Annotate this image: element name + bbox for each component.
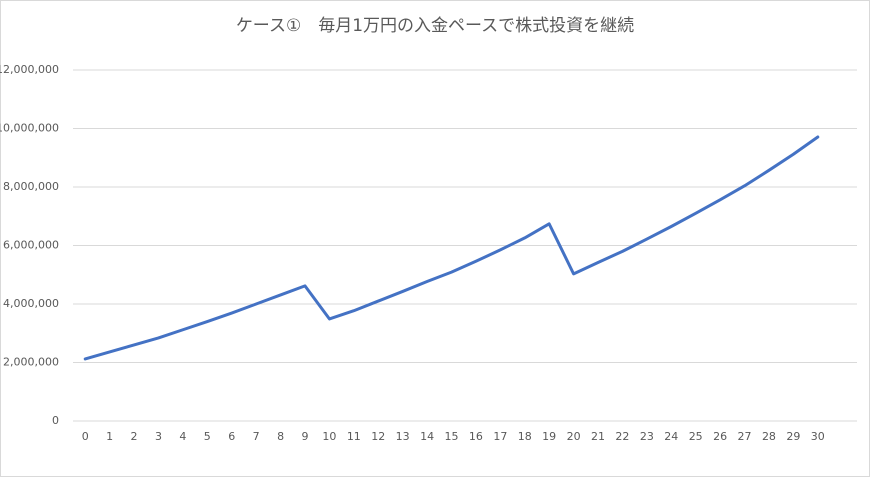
x-tick-label: 21 [591, 430, 605, 443]
y-tick-label: 10,000,000 [0, 122, 59, 135]
x-tick-label: 19 [542, 430, 556, 443]
x-tick-label: 14 [420, 430, 434, 443]
chart-title: ケース① 毎月1万円の入金ペースで株式投資を継続 [236, 16, 634, 36]
y-tick-label: 2,000,000 [3, 356, 59, 369]
x-tick-label: 20 [567, 430, 581, 443]
x-tick-label: 10 [322, 430, 336, 443]
x-tick-label: 18 [518, 430, 532, 443]
x-tick-label: 29 [786, 430, 800, 443]
x-tick-label: 15 [445, 430, 459, 443]
x-tick-label: 12 [371, 430, 385, 443]
x-tick-label: 2 [131, 430, 138, 443]
x-tick-label: 25 [689, 430, 703, 443]
x-tick-label: 3 [155, 430, 162, 443]
x-tick-label: 24 [664, 430, 678, 443]
x-tick-label: 8 [277, 430, 284, 443]
x-tick-label: 9 [301, 430, 308, 443]
x-tick-label: 13 [396, 430, 410, 443]
x-tick-label: 4 [179, 430, 186, 443]
y-tick-label: 8,000,000 [3, 180, 59, 193]
x-tick-label: 27 [738, 430, 752, 443]
x-tick-label: 6 [228, 430, 235, 443]
x-tick-label: 23 [640, 430, 654, 443]
x-tick-label: 22 [615, 430, 629, 443]
x-tick-label: 16 [469, 430, 483, 443]
y-tick-label: 12,000,000 [0, 63, 59, 76]
x-tick-label: 11 [347, 430, 361, 443]
x-tick-label: 5 [204, 430, 211, 443]
x-tick-label: 17 [493, 430, 507, 443]
line-series [83, 135, 820, 361]
y-tick-label: 6,000,000 [3, 239, 59, 252]
x-tick-label: 26 [713, 430, 727, 443]
x-tick-label: 28 [762, 430, 776, 443]
y-tick-label: 4,000,000 [3, 297, 59, 310]
x-tick-label: 1 [106, 430, 113, 443]
x-tick-label: 0 [82, 430, 89, 443]
x-tick-label: 7 [253, 430, 260, 443]
y-tick-label: 0 [52, 414, 59, 427]
x-tick-label: 30 [811, 430, 825, 443]
